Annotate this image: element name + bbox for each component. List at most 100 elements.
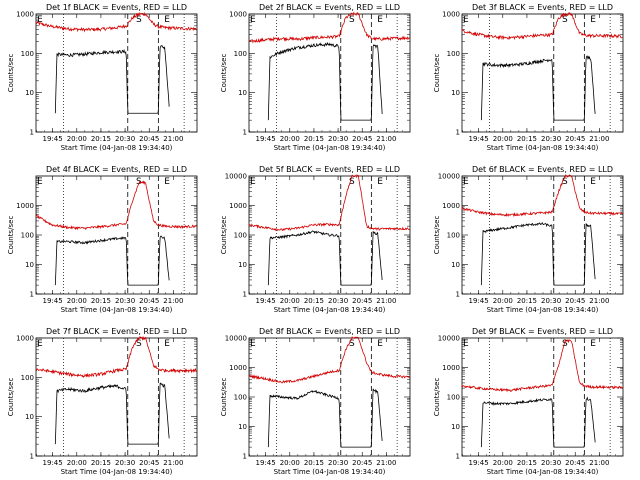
y-tick-label: 100 — [447, 232, 460, 240]
series-events — [54, 235, 170, 286]
series-lld — [248, 174, 410, 232]
y-tick-label: 1 — [30, 453, 34, 461]
x-tick-label: 21:00 — [163, 297, 183, 305]
series-events — [480, 221, 596, 286]
e-marker: E — [463, 339, 469, 349]
y-tick-label: 10 — [25, 413, 34, 421]
e-marker: E — [164, 177, 170, 187]
x-tick-label: 19:45 — [43, 459, 63, 467]
e-marker: E — [590, 15, 596, 25]
x-tick-label: 20:15 — [91, 459, 111, 467]
panel-det-6: Det 6f BLACK = Events, RED = LLD 1 10 100 10… — [433, 165, 624, 314]
x-tick-label: 20:30 — [115, 135, 135, 143]
y-tick-label: 1000 — [16, 11, 34, 19]
x-tick-label: 19:45 — [256, 135, 276, 143]
x-tick-label: 20:15 — [91, 135, 111, 143]
plot-frame — [35, 175, 198, 295]
y-tick-label: 1 — [243, 453, 247, 461]
panel-title: Det 3f BLACK = Events, RED = LLD — [472, 3, 613, 12]
x-tick-label: 20:15 — [91, 297, 111, 305]
series-events — [54, 44, 170, 114]
y-axis-label: Counts/sec — [433, 54, 441, 93]
series-lld — [35, 180, 197, 231]
e-marker: E — [377, 15, 383, 25]
panel-title: Det 7f BLACK = Events, RED = LLD — [46, 327, 187, 336]
y-axis-label: Counts/sec — [7, 378, 15, 417]
y-tick-label: 1000 — [229, 11, 247, 19]
e-marker: E — [463, 15, 469, 25]
x-tick-label: 19:45 — [256, 297, 276, 305]
y-tick-label: 10000 — [438, 335, 460, 343]
y-tick-label: 10 — [238, 89, 247, 97]
panel-title: Det 1f BLACK = Events, RED = LLD — [46, 3, 187, 12]
x-axis-label: Start Time (04-Jan-08 19:34:40) — [61, 468, 173, 476]
x-tick-label: 20:45 — [352, 459, 372, 467]
x-tick-label: 20:15 — [517, 459, 537, 467]
panel-det-2: Det 2f BLACK = Events, RED = LLD 1 10 100 10… — [220, 3, 411, 152]
y-tick-label: 100 — [234, 50, 247, 58]
y-tick-label: 10 — [451, 261, 460, 269]
y-axis-label: Counts/sec — [220, 54, 228, 93]
series-lld — [248, 11, 410, 44]
x-tick-label: 20:30 — [541, 297, 561, 305]
x-tick-label: 20:30 — [541, 135, 561, 143]
x-tick-label: 19:45 — [469, 297, 489, 305]
e-marker: E — [463, 177, 469, 187]
y-axis-label: Counts/sec — [433, 216, 441, 255]
y-tick-label: 100 — [21, 50, 34, 58]
y-tick-label: 1000 — [16, 335, 34, 343]
y-tick-label: 1 — [456, 129, 460, 137]
s-marker: S — [136, 339, 142, 349]
y-tick-label: 10000 — [225, 173, 247, 181]
s-marker: S — [349, 15, 355, 25]
x-tick-label: 20:15 — [517, 297, 537, 305]
x-tick-label: 20:30 — [541, 459, 561, 467]
plot-frame — [35, 337, 198, 457]
y-axis-label: Counts/sec — [433, 378, 441, 417]
e-marker: E — [250, 177, 256, 187]
x-tick-label: 21:00 — [376, 459, 396, 467]
s-marker: S — [136, 177, 142, 187]
x-tick-label: 20:15 — [304, 135, 324, 143]
panel-det-8: Det 8f BLACK = Events, RED = LLD 1 10 100 10… — [220, 327, 411, 476]
y-tick-label: 1 — [456, 453, 460, 461]
series-events — [267, 41, 383, 121]
panel-det-7: Det 7f BLACK = Events, RED = LLD 1 10 100 10… — [7, 327, 198, 476]
plot-frame — [461, 175, 624, 295]
x-axis-label: Start Time (04-Jan-08 19:34:40) — [487, 306, 599, 314]
series-lld — [461, 338, 623, 393]
y-tick-label: 1000 — [229, 364, 247, 372]
x-tick-label: 20:30 — [328, 459, 348, 467]
x-axis-label: Start Time (04-Jan-08 19:34:40) — [487, 468, 599, 476]
series-events — [267, 230, 383, 286]
series-lld — [461, 11, 623, 41]
y-tick-label: 100 — [447, 394, 460, 402]
s-marker: S — [349, 177, 355, 187]
y-tick-label: 10000 — [438, 173, 460, 181]
s-marker: S — [562, 15, 568, 25]
x-tick-label: 20:30 — [328, 135, 348, 143]
panel-det-3: Det 3f BLACK = Events, RED = LLD 1 10 100 10… — [433, 3, 624, 152]
series-events — [54, 382, 170, 445]
series-lld — [35, 335, 197, 379]
y-tick-label: 1 — [30, 291, 34, 299]
x-tick-label: 19:45 — [469, 459, 489, 467]
x-tick-label: 20:45 — [139, 459, 159, 467]
s-marker: S — [136, 15, 142, 25]
x-tick-label: 20:00 — [67, 459, 87, 467]
x-tick-label: 21:00 — [163, 135, 183, 143]
x-axis-label: Start Time (04-Jan-08 19:34:40) — [487, 144, 599, 152]
e-marker: E — [377, 339, 383, 349]
x-tick-label: 20:00 — [280, 459, 300, 467]
e-marker: E — [164, 339, 170, 349]
y-axis-label: Counts/sec — [7, 54, 15, 93]
x-tick-label: 20:15 — [517, 135, 537, 143]
x-axis-label: Start Time (04-Jan-08 19:34:40) — [274, 306, 386, 314]
e-marker: E — [250, 15, 256, 25]
x-tick-label: 20:45 — [565, 459, 585, 467]
plot-frame — [461, 13, 624, 133]
x-tick-label: 21:00 — [589, 459, 609, 467]
x-tick-label: 20:45 — [352, 135, 372, 143]
x-tick-label: 20:00 — [280, 135, 300, 143]
